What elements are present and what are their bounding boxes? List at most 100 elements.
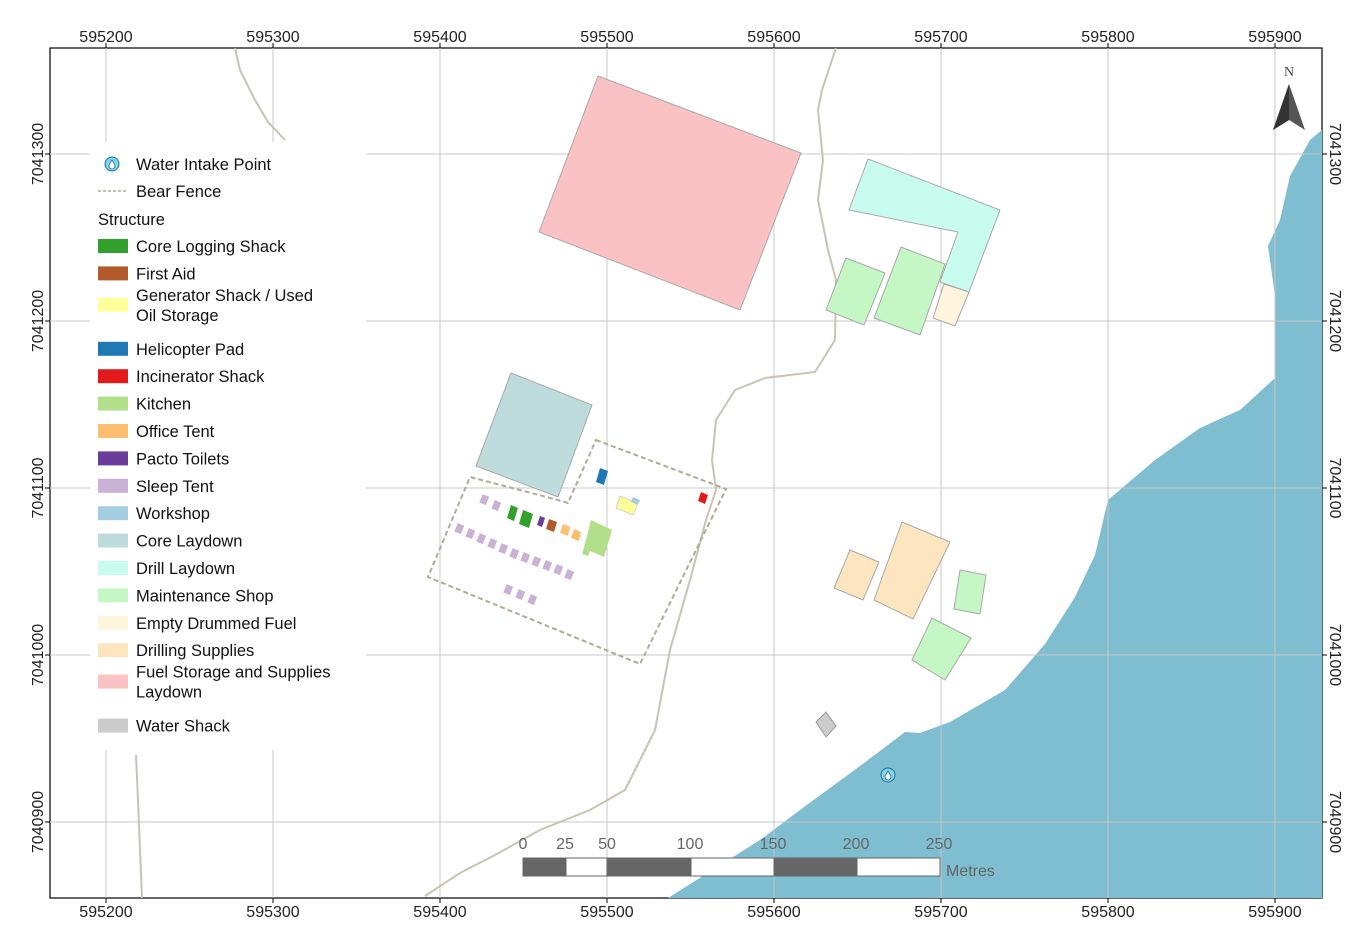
legend-item-label: Drilling Supplies <box>136 642 254 660</box>
water-drop-icon <box>104 156 120 172</box>
legend-swatch <box>98 561 128 575</box>
x-tick-bottom: 595600 <box>747 904 800 921</box>
legend-swatch <box>98 506 128 521</box>
scale-label-250: 250 <box>926 836 953 853</box>
legend-swatch <box>98 266 128 281</box>
maintenance-shop-2 <box>873 246 946 336</box>
sleep-tents <box>454 494 575 606</box>
legend-item-label-line2: Laydown <box>136 684 202 702</box>
maintenance-shop-3 <box>953 569 987 615</box>
helicopter-pad <box>596 468 608 485</box>
scale-label-50: 50 <box>598 836 616 853</box>
legend-item-label: Drill Laydown <box>136 560 235 578</box>
legend-item-label: Core Logging Shack <box>136 238 286 256</box>
legend-swatch <box>98 239 128 253</box>
scale-unit: Metres <box>946 863 995 880</box>
x-tick-bottom: 595900 <box>1248 904 1301 921</box>
legend-box <box>90 142 366 750</box>
legend-swatch <box>98 396 128 411</box>
scale-label-200: 200 <box>843 836 870 853</box>
legend-bear-fence: Bear Fence <box>98 183 221 201</box>
legend: Water Intake Point Bear Fence Structure … <box>98 156 330 736</box>
y-tick-left: 7041100 <box>30 457 47 518</box>
legend-item-label: Water Shack <box>136 718 231 736</box>
legend-swatch <box>98 718 128 733</box>
x-tick-bottom: 595300 <box>246 904 299 921</box>
office-tent-1 <box>560 524 570 536</box>
camp-structures <box>454 468 708 606</box>
legend-item-label: First Aid <box>136 265 196 283</box>
kitchen <box>582 520 612 557</box>
x-tick-top: 595700 <box>914 29 967 46</box>
incinerator-shack <box>698 492 708 504</box>
legend-item-label: Empty Drummed Fuel <box>136 615 296 633</box>
north-label: N <box>1284 65 1294 80</box>
y-ticks-right: 7041300 7041200 7041100 7041000 7040900 <box>1326 123 1343 853</box>
scale-label-150: 150 <box>760 836 787 853</box>
legend-swatch <box>98 297 128 312</box>
y-tick-right: 7040900 <box>1326 791 1343 853</box>
x-tick-top: 595200 <box>79 29 132 46</box>
x-tick-top: 595800 <box>1081 29 1134 46</box>
legend-item-label: Helicopter Pad <box>136 341 244 359</box>
legend-swatch <box>98 341 128 356</box>
drilling-supplies-1 <box>833 549 880 601</box>
drill-laydown <box>848 158 1001 293</box>
scale-label-25: 25 <box>556 836 574 853</box>
legend-item-label: Sleep Tent <box>136 478 214 496</box>
drilling-supplies-2 <box>873 521 951 620</box>
y-tick-right: 7041200 <box>1326 290 1343 352</box>
legend-item-label: Generator Shack / Used <box>136 287 313 305</box>
y-tick-right: 7041000 <box>1326 624 1343 686</box>
bear-fence <box>426 438 728 666</box>
x-tick-bottom: 595200 <box>79 904 132 921</box>
legend-item-label: Maintenance Shop <box>136 587 274 605</box>
workshop <box>631 497 640 505</box>
x-tick-bottom: 595500 <box>580 904 633 921</box>
legend-item-label: Fuel Storage and Supplies <box>136 664 330 682</box>
legend-item-label: Office Tent <box>136 423 215 441</box>
legend-swatch <box>98 369 128 384</box>
lake-water-area <box>668 130 1322 898</box>
x-tick-top: 595300 <box>246 29 299 46</box>
legend-item-label: Workshop <box>136 505 210 523</box>
x-tick-bottom: 595800 <box>1081 904 1134 921</box>
legend-swatch <box>98 451 128 466</box>
legend-item-label: Kitchen <box>136 396 191 414</box>
x-tick-top: 595500 <box>580 29 633 46</box>
core-logging-shack-2 <box>519 510 533 528</box>
north-arrow: N <box>1273 65 1305 130</box>
water-shack <box>815 711 837 738</box>
frame-ticks <box>45 43 1327 903</box>
y-tick-left: 7041300 <box>30 123 47 185</box>
legend-item-label: Pacto Toilets <box>136 450 229 468</box>
scale-bar: 0 25 50 100 150 200 250 Metres <box>519 836 995 880</box>
y-tick-right: 7041100 <box>1326 457 1343 518</box>
y-tick-left: 7040900 <box>30 791 47 853</box>
legend-item-label-line2: Oil Storage <box>136 307 219 325</box>
core-laydown <box>475 372 593 498</box>
fuel-storage-laydown <box>538 75 802 311</box>
x-tick-top: 595600 <box>747 29 800 46</box>
legend-water-intake-label: Water Intake Point <box>136 156 272 174</box>
legend-item-label: Core Laydown <box>136 533 242 551</box>
core-logging-shack-1 <box>507 505 518 521</box>
x-tick-top: 595400 <box>413 29 466 46</box>
legend-bear-fence-label: Bear Fence <box>136 183 221 201</box>
x-tick-bottom: 595700 <box>914 904 967 921</box>
x-ticks-bottom: 595200 595300 595400 595500 595600 59570… <box>79 904 1301 921</box>
legend-swatch <box>98 615 128 630</box>
legend-swatch <box>98 533 128 548</box>
y-tick-right: 7041300 <box>1326 123 1343 185</box>
access-road <box>424 48 838 897</box>
trail-northwest <box>234 48 286 141</box>
x-ticks-top: 595200 595300 595400 595500 595600 59570… <box>79 29 1301 46</box>
y-tick-left: 7041000 <box>30 624 47 686</box>
scale-label-0: 0 <box>519 836 528 853</box>
legend-swatch <box>98 674 128 689</box>
y-ticks-left: 7041300 7041200 7041100 7041000 7040900 <box>30 123 47 853</box>
legend-swatch <box>98 643 128 658</box>
maintenance-shop-4 <box>911 617 972 681</box>
trail-southwest <box>135 754 143 898</box>
